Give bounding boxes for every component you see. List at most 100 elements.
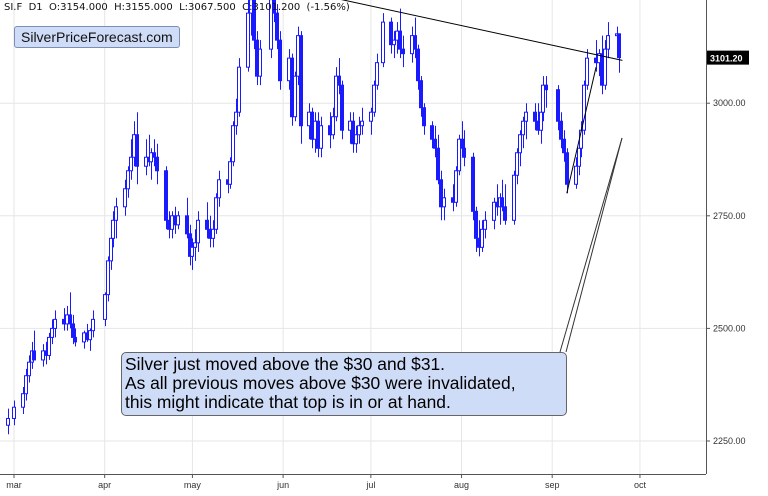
candle-up <box>123 188 127 208</box>
candle-up <box>27 361 31 377</box>
candle-up <box>246 12 250 68</box>
candle-down <box>252 0 256 41</box>
candle-up <box>369 111 373 122</box>
candle-up <box>196 219 200 244</box>
candle-down <box>500 197 504 208</box>
candle-up <box>357 125 361 136</box>
candle-up <box>12 406 16 419</box>
candle-up <box>334 75 338 118</box>
candle-up <box>512 174 516 221</box>
symbol-header: SI.F D1 O:3154.000 H:3155.000 L:3067.500… <box>4 2 350 13</box>
callout-pointer-right <box>559 137 623 353</box>
candle-up <box>234 111 238 127</box>
candle-up <box>483 219 487 230</box>
timeframe-text: D1 <box>28 2 43 13</box>
candle-up <box>582 84 586 131</box>
candle-down <box>474 210 478 239</box>
candle-down <box>135 134 139 167</box>
candle-up <box>492 201 496 221</box>
candle-up <box>518 134 522 154</box>
x-tick-label: jul <box>365 480 375 490</box>
y-tick-label: 2500.00 <box>713 323 746 333</box>
candle-down <box>275 12 279 41</box>
last-price-label: 3101.20 <box>710 54 743 64</box>
candle-up <box>217 179 221 199</box>
candle-down <box>155 156 159 172</box>
x-tick-label: may <box>184 480 202 490</box>
candle-up <box>176 215 180 226</box>
candle-down <box>272 0 276 14</box>
candle-down <box>152 152 156 158</box>
candle-down <box>544 84 548 91</box>
x-tick-label: mar <box>6 480 22 490</box>
candle-up <box>454 170 458 203</box>
candle-up <box>53 318 57 329</box>
candle-down <box>430 125 434 140</box>
y-tick-label: 3000.00 <box>713 98 746 108</box>
candle-down <box>413 35 417 50</box>
candle-down <box>416 48 420 82</box>
candle-down <box>337 75 341 86</box>
candle-up <box>574 165 578 185</box>
callout-pointer-left <box>565 137 623 353</box>
candle-up <box>606 35 610 50</box>
candle-up <box>88 330 92 341</box>
candle-up <box>457 138 461 172</box>
candle-down <box>401 48 405 55</box>
candle-up <box>111 219 115 239</box>
candle-down <box>433 138 437 149</box>
candle-up <box>109 237 113 262</box>
candle-up <box>480 228 484 248</box>
candle-up <box>541 84 545 113</box>
candle-up <box>91 318 95 332</box>
candle-down <box>73 336 77 343</box>
candle-up <box>331 116 335 136</box>
candle-down <box>299 35 303 127</box>
candle-up <box>269 0 273 50</box>
candle-up <box>228 161 232 185</box>
candle-down <box>556 89 560 122</box>
candle-down <box>32 350 36 361</box>
candle-up <box>375 62 379 86</box>
candle-up <box>524 111 528 122</box>
x-tick-label: sep <box>545 480 560 490</box>
candle-up <box>392 39 396 46</box>
candle-up <box>521 120 525 136</box>
candle-up <box>21 393 25 408</box>
candle-down <box>471 156 475 212</box>
candle-up <box>539 111 543 131</box>
candle-up <box>190 246 194 257</box>
candle-up <box>577 147 581 167</box>
candle-up <box>193 242 197 248</box>
candle-up <box>231 125 235 163</box>
annotation-callout: Silver just moved above the $30 and $31.… <box>121 352 567 416</box>
candle-down <box>422 107 426 127</box>
candle-up <box>103 294 107 320</box>
candle-down <box>503 206 507 221</box>
candle-down <box>351 120 355 145</box>
ohlc-readout: O:3154.000 H:3155.000 L:3067.500 C:3101.… <box>49 2 350 13</box>
y-tick-label: 2750.00 <box>713 211 746 221</box>
trendline <box>341 0 623 61</box>
candle-up <box>585 57 589 86</box>
candle-up <box>293 75 297 118</box>
candle-up <box>24 375 28 395</box>
last-price-label-bg <box>707 50 749 65</box>
annotation-line-1: Silver just moved above the $30 and $31. <box>125 354 446 374</box>
candle-down <box>419 80 423 109</box>
candle-down <box>565 152 569 185</box>
x-tick-label: oct <box>634 480 647 490</box>
candle-down <box>439 179 443 208</box>
x-tick-label: aug <box>454 480 469 490</box>
candle-down <box>617 33 621 59</box>
candle-up <box>237 66 241 113</box>
candle-up <box>360 120 364 127</box>
candle-up <box>50 327 54 338</box>
candle-down <box>185 215 189 235</box>
candle-up <box>211 228 215 239</box>
candle-down <box>559 120 563 140</box>
candle-up <box>319 125 323 149</box>
annotation-line-2: As all previous moves above $30 were inv… <box>125 373 516 393</box>
candle-down <box>205 219 209 230</box>
